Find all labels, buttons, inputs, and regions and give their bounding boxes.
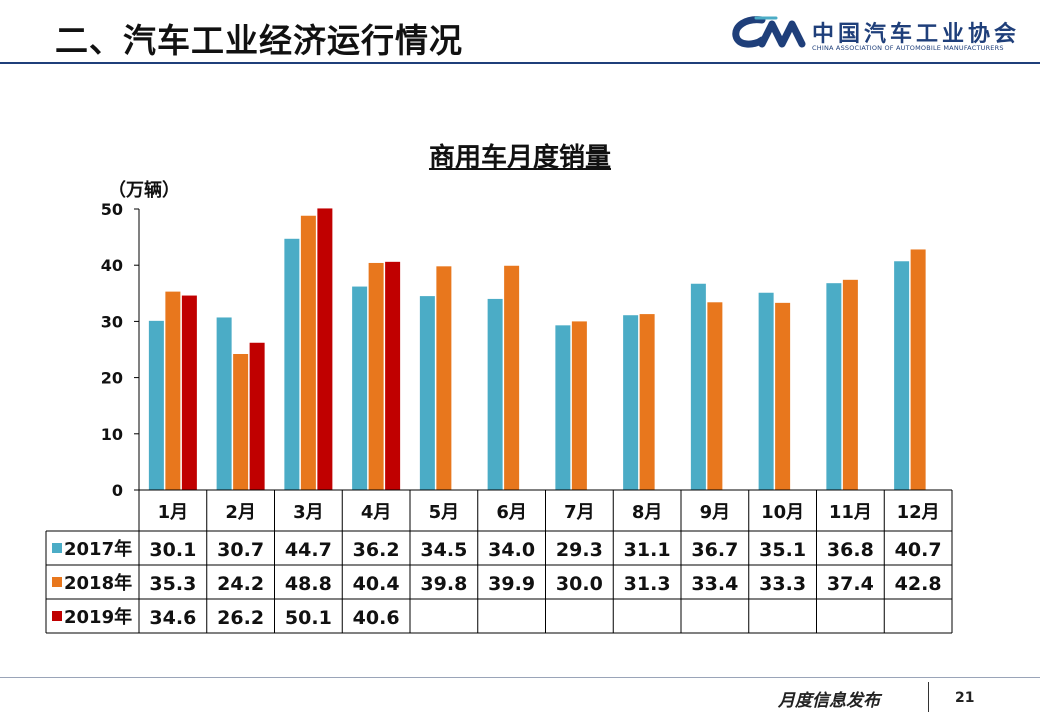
footer-divider [0,677,1040,678]
table-value-cell: 34.6 [149,607,196,629]
footer-separator [928,682,929,712]
logo-english-name: CHINA ASSOCIATION OF AUTOMOBILE MANUFACT… [812,44,1004,52]
logo-chinese-name: 中国汽车工业协会 [812,22,1021,47]
bar-2019年-1月 [181,295,197,490]
table-value-cell: 39.9 [488,573,535,595]
bar-2018年-2月 [233,353,249,490]
legend-label: 2018年 [64,572,132,594]
table-value-cell: 35.3 [149,573,196,595]
x-category-label: 4月 [361,502,392,523]
y-axis-unit-label: （万辆） [108,179,180,201]
table-value-cell: 31.3 [624,573,671,595]
legend-swatch-2017年 [52,543,62,553]
table-value-cell: 40.4 [353,573,400,595]
slide-title: 二、汽车工业经济运行情况 [55,21,463,60]
table-value-cell: 36.2 [353,539,400,561]
bar-2017年-3月 [284,238,300,490]
x-category-label: 5月 [429,502,460,523]
table-value-cell: 31.1 [624,539,671,561]
slide-header: 二、汽车工业经济运行情况 中国汽车工业协会 CHINA ASSOCIATION … [0,0,1040,70]
y-tick-label: 0 [112,481,123,500]
bar-2019年-2月 [249,342,265,490]
table-value-cell: 40.6 [353,607,400,629]
caam-logo-icon [732,16,806,48]
y-tick-label: 30 [101,312,123,331]
x-category-label: 7月 [564,502,595,523]
y-tick-label: 10 [101,425,123,444]
bar-2018年-4月 [368,262,384,490]
bar-2018年-6月 [504,265,520,490]
x-category-label: 11月 [829,502,872,523]
table-value-cell: 24.2 [217,573,264,595]
table-value-cell: 34.0 [488,539,535,561]
table-value-cell: 26.2 [217,607,264,629]
bar-2017年-10月 [758,292,774,490]
bar-2017年-2月 [216,317,232,490]
table-value-cell: 37.4 [827,573,874,595]
table-value-cell: 50.1 [285,607,332,629]
table-value-cell: 44.7 [285,539,332,561]
bar-2017年-1月 [148,320,164,490]
x-category-label: 12月 [897,502,940,523]
bar-2018年-1月 [165,291,181,490]
table-value-cell: 36.7 [691,539,738,561]
bar-2017年-5月 [419,296,435,490]
bar-2018年-5月 [436,266,452,490]
bar-2017年-9月 [690,283,706,490]
bar-2019年-4月 [385,261,401,490]
x-category-label: 2月 [225,502,256,523]
bar-2018年-12月 [910,249,926,490]
table-value-cell: 33.3 [759,573,806,595]
table-value-cell: 39.8 [420,573,467,595]
legend-swatch-2018年 [52,577,62,587]
table-value-cell: 34.5 [420,539,467,561]
bar-2018年-3月 [300,215,316,490]
legend-swatch-2019年 [52,611,62,621]
y-tick-label: 40 [101,256,123,275]
caam-logo: 中国汽车工业协会 CHINA ASSOCIATION OF AUTOMOBILE… [732,14,1022,56]
bar-2018年-8月 [639,314,655,490]
bar-2017年-11月 [826,283,842,490]
page-number: 21 [955,690,975,706]
bar-2019年-3月 [317,208,333,491]
x-category-label: 9月 [700,502,731,523]
table-value-cell: 35.1 [759,539,806,561]
table-value-cell: 42.8 [895,573,942,595]
bar-2018年-11月 [842,279,858,490]
table-value-cell: 48.8 [285,573,332,595]
table-value-cell: 29.3 [556,539,603,561]
table-value-cell: 30.0 [556,573,603,595]
x-category-label: 10月 [761,502,804,523]
footer-label: 月度信息发布 [778,691,880,711]
x-category-label: 6月 [496,502,527,523]
bar-2017年-6月 [487,298,503,490]
table-value-cell: 30.7 [217,539,264,561]
header-divider [0,62,1040,64]
x-category-label: 3月 [293,502,324,523]
bar-2017年-4月 [352,286,368,490]
y-tick-label: 20 [101,369,123,388]
x-category-label: 1月 [158,502,189,523]
bar-2017年-12月 [894,261,910,490]
table-value-cell: 30.1 [149,539,196,561]
table-value-cell: 40.7 [895,539,942,561]
legend-label: 2017年 [64,538,132,560]
table-value-cell: 33.4 [691,573,738,595]
bar-2018年-9月 [707,302,723,490]
bar-2018年-10月 [775,302,791,490]
bar-2018年-7月 [571,321,587,490]
x-category-label: 8月 [632,502,663,523]
table-value-cell: 36.8 [827,539,874,561]
bar-2017年-8月 [623,315,639,490]
legend-label: 2019年 [64,606,132,628]
y-tick-label: 50 [101,200,123,219]
chart-title: 商用车月度销量 [428,143,611,173]
bar-2017年-7月 [555,325,571,490]
